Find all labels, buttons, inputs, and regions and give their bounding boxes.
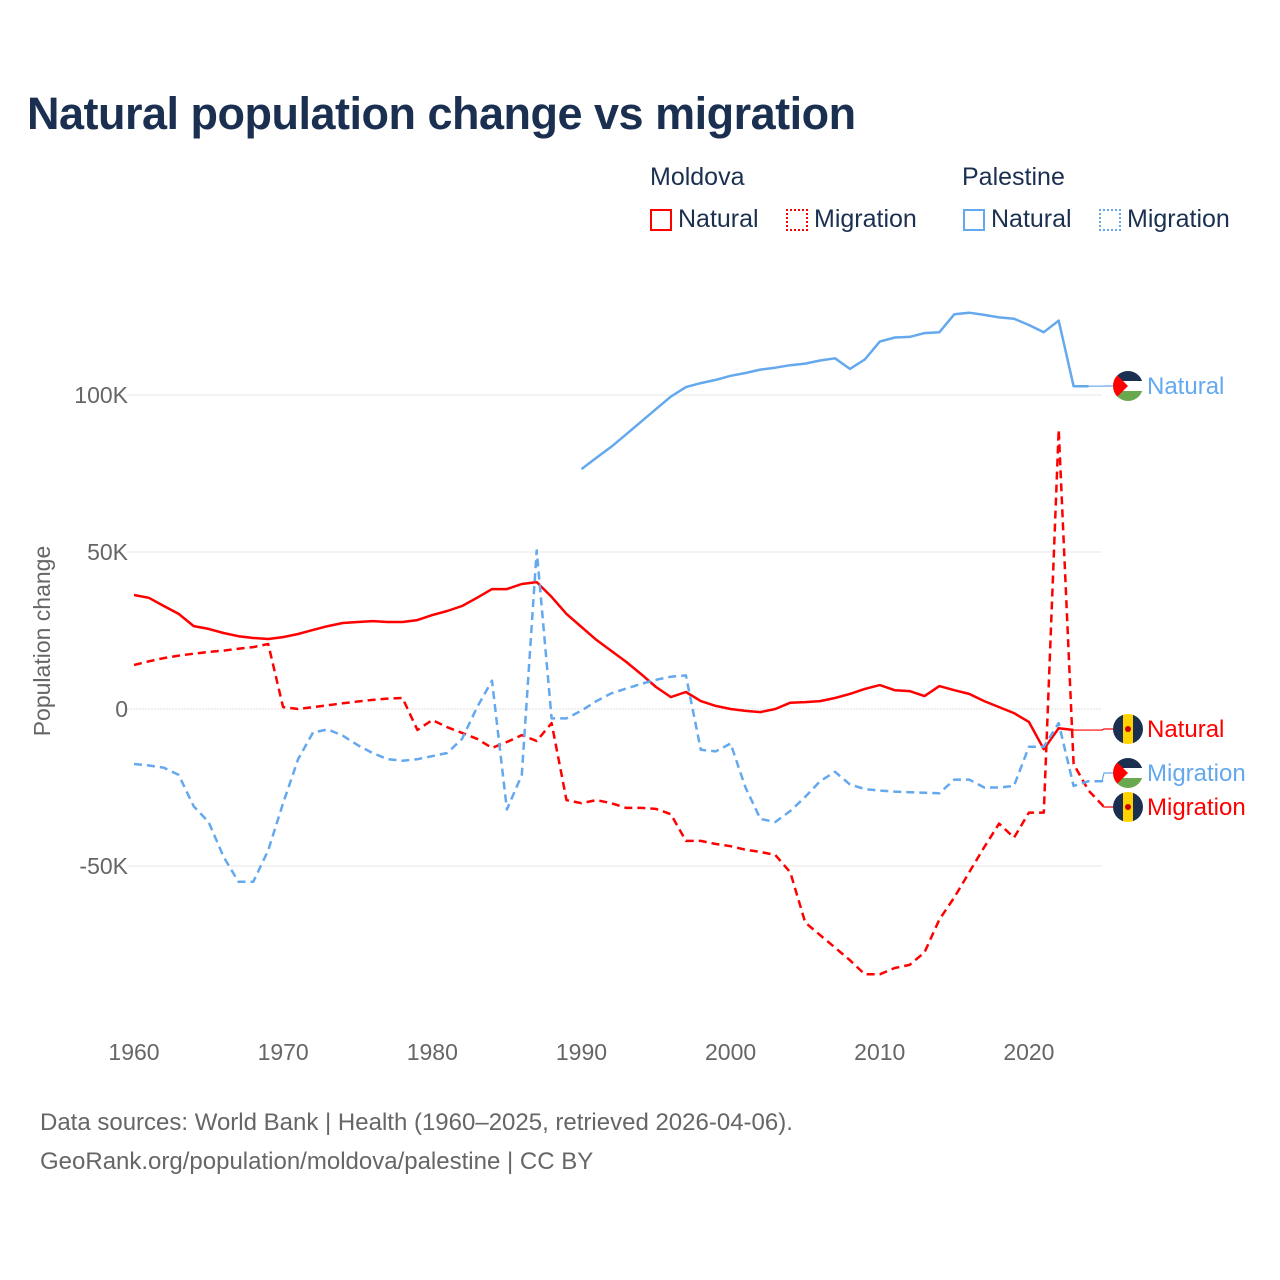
flag-body [1113, 714, 1143, 744]
series-line-moldova-natural [133, 580, 1074, 751]
moldova-flag-icon [1113, 792, 1143, 822]
label-connector [1101, 772, 1113, 782]
label-connector [1073, 728, 1113, 731]
legend-group-palestine: Palestine [962, 163, 1065, 191]
flag-stripe [1113, 391, 1143, 401]
x-tick-label: 1990 [556, 1039, 607, 1065]
series-end-label: Migration [1147, 760, 1246, 787]
legend-moldova-migration[interactable]: Migration [786, 205, 917, 234]
series-end-label: Migration [1147, 794, 1246, 821]
series-end-label: Natural [1147, 716, 1224, 743]
palestine-flag-icon [1113, 371, 1143, 401]
dotted-swatch-icon [786, 208, 808, 231]
legend-moldova-natural[interactable]: Natural [650, 205, 759, 234]
x-tick-label: 2020 [1003, 1039, 1054, 1065]
flag-stripe [1133, 714, 1143, 744]
legend-palestine-migration[interactable]: Migration [1099, 205, 1230, 234]
moldova-flag-icon [1113, 714, 1143, 744]
label-connector [1101, 805, 1113, 808]
x-tick-label: 1960 [108, 1039, 159, 1065]
footer-sources: Data sources: World Bank | Health (1960–… [40, 1109, 793, 1136]
y-tick-label: 0 [115, 696, 128, 722]
x-tick-label: 1980 [407, 1039, 458, 1065]
solid-swatch-icon [963, 208, 985, 231]
legend-label: Natural [991, 205, 1072, 233]
x-tick-label: 2000 [705, 1039, 756, 1065]
flag-triangle [1113, 758, 1128, 788]
series-end-label: Natural [1147, 373, 1224, 400]
y-tick-label: -50K [79, 853, 128, 879]
series-line-palestine-migration [133, 549, 1104, 883]
legend-group-moldova: Moldova [650, 163, 745, 191]
y-tick-label: 100K [74, 382, 128, 408]
series-line-palestine-natural [580, 311, 1089, 471]
footer-url[interactable]: GeoRank.org/population/moldova/palestine… [40, 1148, 594, 1175]
palestine-flag-icon [1113, 758, 1143, 788]
flag-triangle [1113, 371, 1128, 401]
flag-stripe [1113, 714, 1123, 744]
flag-emblem [1125, 804, 1131, 810]
series-line-moldova-migration [133, 428, 1105, 976]
legend-label: Migration [1127, 205, 1230, 233]
flag-stripe [1113, 778, 1143, 788]
flag-body [1113, 792, 1143, 822]
legend-label: Migration [814, 205, 917, 233]
flag-body [1113, 371, 1143, 401]
flag-stripe [1113, 371, 1143, 381]
legend-palestine-natural[interactable]: Natural [963, 205, 1072, 234]
flag-emblem [1125, 726, 1131, 732]
y-axis-label: Population change [29, 546, 55, 737]
flag-stripe [1133, 792, 1143, 822]
dotted-swatch-icon [1099, 208, 1121, 231]
flag-stripe [1113, 758, 1143, 768]
chart-title: Natural population change vs migration [27, 88, 856, 139]
x-tick-label: 2010 [854, 1039, 905, 1065]
flag-body [1113, 758, 1143, 788]
x-tick-label: 1970 [258, 1039, 309, 1065]
solid-swatch-icon [650, 208, 672, 231]
y-tick-label: 50K [87, 539, 129, 565]
legend-label: Natural [678, 205, 759, 233]
flag-stripe [1113, 792, 1123, 822]
